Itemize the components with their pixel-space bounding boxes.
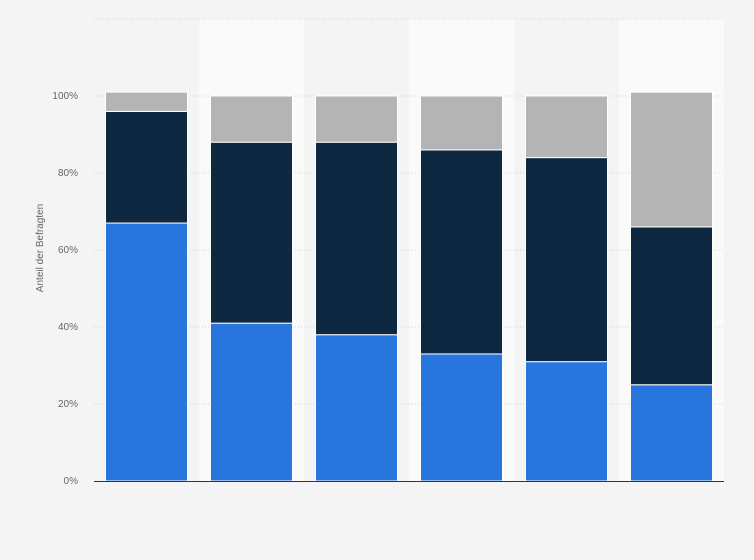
bar-1-segment-3[interactable]	[105, 91, 188, 112]
bar-5-segment-3[interactable]	[525, 95, 608, 159]
y-tick-label-40: 40%	[58, 322, 78, 333]
bar-2-segment-3[interactable]	[210, 95, 293, 143]
y-tick-labels: 0% 20% 40% 60% 80% 100%	[52, 91, 78, 487]
bar-3-segment-2[interactable]	[315, 141, 398, 336]
bar-2-segment-2[interactable]	[210, 141, 293, 324]
bar-6-segment-1[interactable]	[630, 384, 713, 482]
y-tick-label-0: 0%	[64, 476, 79, 487]
bar-6-segment-2[interactable]	[630, 226, 713, 386]
y-tick-label-20: 20%	[58, 399, 78, 410]
y-tick-label-60: 60%	[58, 245, 78, 256]
bar-3-segment-3[interactable]	[315, 95, 398, 143]
bars	[105, 91, 713, 482]
bar-1-segment-1[interactable]	[105, 222, 188, 482]
bar-2-segment-1[interactable]	[210, 322, 293, 482]
y-tick-label-80: 80%	[58, 168, 78, 179]
y-tick-label-100: 100%	[52, 91, 78, 102]
y-axis-title: Anteil der Befragten	[35, 204, 46, 292]
bar-6-segment-3[interactable]	[630, 91, 713, 228]
bar-4-segment-2[interactable]	[420, 149, 503, 355]
bar-5-segment-2[interactable]	[525, 157, 608, 363]
bar-4-segment-1[interactable]	[420, 353, 503, 482]
gridlines	[94, 18, 724, 405]
bar-5-segment-1[interactable]	[525, 361, 608, 482]
bar-4-segment-3[interactable]	[420, 95, 503, 151]
bar-1-segment-2[interactable]	[105, 110, 188, 224]
bar-3-segment-1[interactable]	[315, 334, 398, 482]
